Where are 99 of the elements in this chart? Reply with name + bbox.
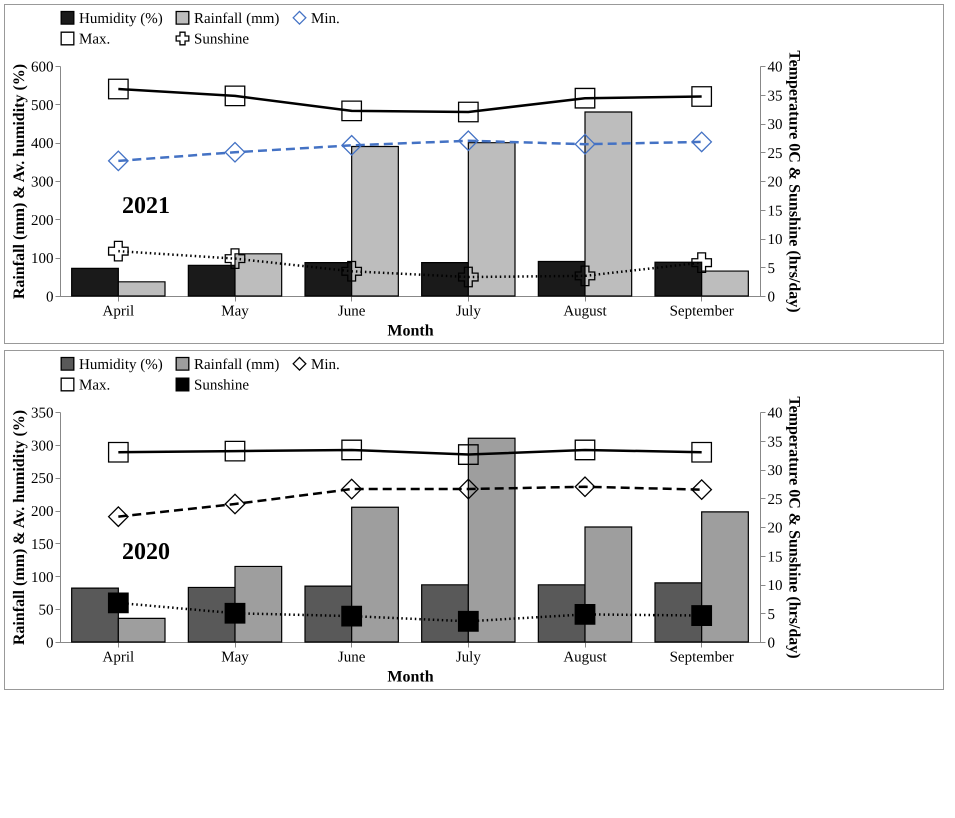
y2-tick-label: 15 <box>768 549 782 566</box>
y2-tick-label: 40 <box>768 406 782 422</box>
y-tick-label: 150 <box>31 536 54 553</box>
y2-axis-title: Temperature 0C & Sunshine (hrs/day) <box>786 396 802 659</box>
y2-tick-label: 0 <box>768 636 775 652</box>
point <box>691 132 712 152</box>
y-axis-title: Rainfall (mm) & Av. humidity (%) <box>11 410 28 646</box>
x-tick-label: April <box>102 650 134 666</box>
y2-tick-label: 0 <box>768 290 775 306</box>
y-tick-label: 50 <box>38 602 54 619</box>
y-tick-label: 500 <box>31 98 54 114</box>
y2-tick-label: 20 <box>768 174 782 190</box>
point <box>458 610 479 632</box>
y-tick-label: 350 <box>31 406 54 422</box>
point <box>458 266 479 288</box>
x-tick-label: September <box>670 650 734 666</box>
y-axis-title: Rainfall (mm) & Av. humidity (%) <box>11 64 28 300</box>
legend-label: Sunshine <box>194 378 250 394</box>
legend-label: Rainfall (mm) <box>194 356 280 373</box>
x-tick-label: May <box>221 304 250 320</box>
point <box>458 444 479 465</box>
point <box>224 602 246 624</box>
y2-tick-label: 30 <box>768 463 782 479</box>
y2-tick-label: 35 <box>768 88 782 104</box>
annotation: 2020 <box>122 539 170 565</box>
point <box>458 478 479 500</box>
legend-label: Humidity (%) <box>79 10 163 27</box>
point <box>108 240 129 262</box>
point <box>574 476 596 498</box>
x-tick-label: April <box>102 304 134 320</box>
point <box>224 440 246 462</box>
point <box>108 506 129 528</box>
point <box>108 442 129 463</box>
point <box>691 252 712 274</box>
y2-tick-label: 10 <box>768 578 782 594</box>
annotation: 2021 <box>122 193 170 219</box>
x-tick-label: May <box>221 650 250 666</box>
legend-label: Max. <box>79 378 110 394</box>
legend-label: Min. <box>311 356 340 373</box>
y-tick-label: 0 <box>46 290 54 306</box>
legend-label: Humidity (%) <box>79 356 163 373</box>
y-tick-label: 600 <box>31 60 54 76</box>
legend-label: Min. <box>311 10 340 27</box>
y-tick-label: 300 <box>31 174 54 190</box>
point <box>574 604 596 625</box>
y-tick-label: 0 <box>46 636 54 652</box>
point <box>691 479 712 500</box>
y-tick-label: 300 <box>31 438 54 454</box>
point <box>341 134 362 156</box>
point <box>458 130 479 152</box>
point <box>341 260 362 282</box>
point <box>574 88 596 109</box>
point <box>574 134 596 155</box>
point <box>341 100 362 122</box>
y2-tick-label: 5 <box>768 260 775 277</box>
x-tick-label: June <box>338 304 366 320</box>
point <box>341 440 362 460</box>
y2-tick-label: 10 <box>768 232 782 248</box>
legend-label: Rainfall (mm) <box>194 10 280 27</box>
x-tick-label: September <box>670 304 734 320</box>
y-tick-label: 400 <box>31 136 54 152</box>
x-axis-title: Month <box>387 322 434 340</box>
point <box>574 440 596 460</box>
x-tick-label: August <box>563 650 608 666</box>
point <box>458 102 479 122</box>
point <box>574 265 596 286</box>
point <box>691 442 712 463</box>
point <box>108 78 129 100</box>
legend-label: Sunshine <box>194 32 250 48</box>
point <box>691 605 712 626</box>
point <box>341 606 362 627</box>
legend-label: Max. <box>79 32 110 48</box>
y2-axis-title: Temperature 0C & Sunshine (hrs/day) <box>786 50 802 313</box>
x-tick-label: June <box>338 650 366 666</box>
y-tick-label: 200 <box>31 212 54 229</box>
x-tick-label: July <box>456 650 482 666</box>
y-tick-label: 100 <box>31 251 54 268</box>
y2-tick-label: 25 <box>768 146 782 162</box>
y2-tick-label: 15 <box>768 203 782 220</box>
y-tick-label: 250 <box>31 471 54 488</box>
y2-tick-label: 40 <box>768 60 782 76</box>
point <box>691 86 712 107</box>
y2-tick-label: 20 <box>768 520 782 536</box>
y2-tick-label: 35 <box>768 434 782 450</box>
point <box>341 478 362 500</box>
point <box>224 248 246 270</box>
y2-tick-label: 30 <box>768 117 782 133</box>
y-tick-label: 100 <box>31 570 54 586</box>
x-tick-label: July <box>456 304 482 320</box>
point <box>224 86 246 106</box>
y2-tick-label: 5 <box>768 606 775 623</box>
point <box>108 150 129 172</box>
x-tick-label: August <box>563 304 608 320</box>
y-tick-label: 200 <box>31 504 54 520</box>
point <box>108 592 129 614</box>
point <box>224 494 246 514</box>
y2-tick-label: 25 <box>768 492 782 508</box>
x-axis-title: Month <box>387 668 434 686</box>
point <box>224 142 246 163</box>
